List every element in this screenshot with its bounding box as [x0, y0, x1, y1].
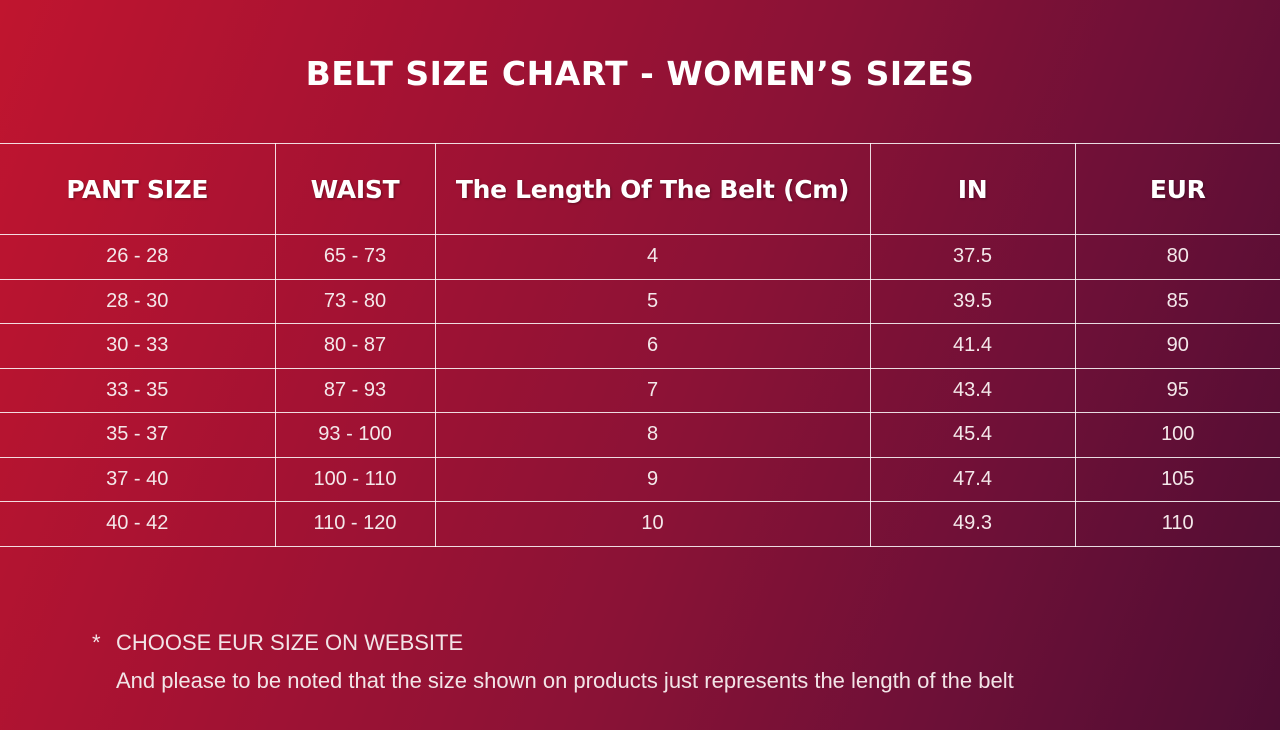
cell-in: 39.5 — [869, 278, 1076, 324]
cell-belt-length: 6 — [434, 323, 871, 369]
cell-eur: 100 — [1074, 412, 1280, 458]
cell-eur: 80 — [1074, 234, 1280, 280]
size-table: PANT SIZE WAIST The Length Of The Belt (… — [0, 143, 1280, 547]
cell-in: 43.4 — [869, 367, 1076, 413]
cell-belt-length: 8 — [434, 412, 871, 458]
cell-belt-length: 5 — [434, 278, 871, 324]
cell-pant-size: 33 - 35 — [0, 367, 276, 413]
cell-pant-size: 28 - 30 — [0, 278, 276, 324]
cell-belt-length: 10 — [434, 501, 871, 547]
cell-pant-size: 37 - 40 — [0, 456, 276, 502]
table-row: 40 - 42 110 - 120 10 49.3 110 — [0, 501, 1280, 547]
cell-waist: 110 - 120 — [274, 501, 436, 547]
cell-waist: 93 - 100 — [274, 412, 436, 458]
cell-in: 45.4 — [869, 412, 1076, 458]
cell-waist: 80 - 87 — [274, 323, 436, 369]
cell-waist: 100 - 110 — [274, 456, 436, 502]
cell-eur: 105 — [1074, 456, 1280, 502]
cell-waist: 73 - 80 — [274, 278, 436, 324]
header-in: IN — [869, 143, 1076, 235]
cell-eur: 90 — [1074, 323, 1280, 369]
cell-pant-size: 35 - 37 — [0, 412, 276, 458]
header-belt-length: The Length Of The Belt (Cm) — [434, 143, 871, 235]
cell-waist: 87 - 93 — [274, 367, 436, 413]
header-pant-size: PANT SIZE — [0, 143, 276, 235]
cell-pant-size: 26 - 28 — [0, 234, 276, 280]
cell-pant-size: 30 - 33 — [0, 323, 276, 369]
cell-pant-size: 40 - 42 — [0, 501, 276, 547]
cell-belt-length: 7 — [434, 367, 871, 413]
table-row: 26 - 28 65 - 73 4 37.5 80 — [0, 234, 1280, 280]
cell-eur: 95 — [1074, 367, 1280, 413]
note-choose-eur: CHOOSE EUR SIZE ON WEBSITE — [116, 630, 464, 655]
note-line-2: And please to be noted that the size sho… — [116, 668, 1014, 693]
cell-in: 37.5 — [869, 234, 1076, 280]
cell-in: 41.4 — [869, 323, 1076, 369]
table-header-row: PANT SIZE WAIST The Length Of The Belt (… — [0, 143, 1280, 235]
table-row: 35 - 37 93 - 100 8 45.4 100 — [0, 412, 1280, 458]
header-eur: EUR — [1074, 143, 1280, 235]
cell-waist: 65 - 73 — [274, 234, 436, 280]
cell-eur: 110 — [1074, 501, 1280, 547]
cell-in: 49.3 — [869, 501, 1076, 547]
cell-eur: 85 — [1074, 278, 1280, 324]
table-row: 33 - 35 87 - 93 7 43.4 95 — [0, 367, 1280, 413]
cell-belt-length: 9 — [434, 456, 871, 502]
table-row: 37 - 40 100 - 110 9 47.4 105 — [0, 456, 1280, 502]
cell-belt-length: 4 — [434, 234, 871, 280]
page-title: BELT SIZE CHART - WOMEN’S SIZES — [305, 54, 975, 93]
size-note: * CHOOSE EUR SIZE ON WEBSITE And please t… — [92, 624, 1014, 700]
header-waist: WAIST — [274, 143, 436, 235]
note-line-1: * CHOOSE EUR SIZE ON WEBSITE — [92, 624, 1014, 662]
table-row: 30 - 33 80 - 87 6 41.4 90 — [0, 323, 1280, 369]
asterisk-marker: * — [92, 630, 101, 655]
cell-in: 47.4 — [869, 456, 1076, 502]
table-row: 28 - 30 73 - 80 5 39.5 85 — [0, 278, 1280, 324]
